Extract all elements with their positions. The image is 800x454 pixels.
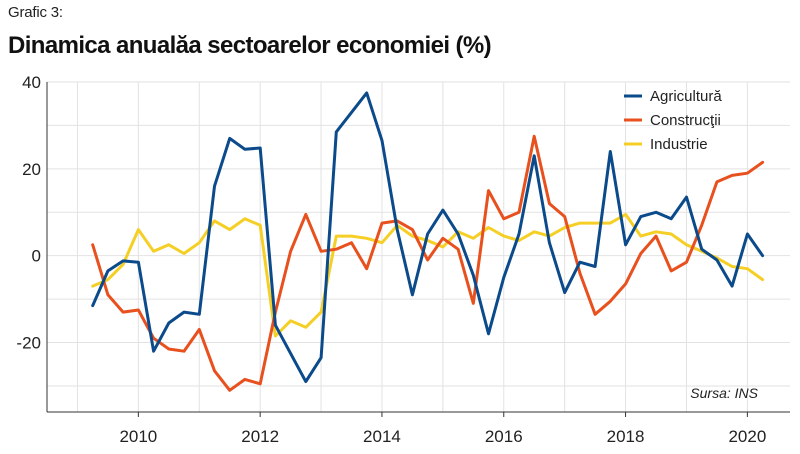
legend-label: Construcţii: [650, 112, 721, 129]
x-tick-label: 2014: [363, 427, 401, 446]
legend-label: Agricultură: [650, 88, 722, 105]
legend-label: Industrie: [650, 136, 708, 153]
x-tick-label: 2018: [607, 427, 645, 446]
legend: Agricultură Construcţii Industrie: [624, 88, 722, 153]
series-line-3: [91, 212, 765, 338]
x-tick-label: 2016: [485, 427, 523, 446]
y-tick-label: 0: [32, 247, 41, 266]
x-tick-label: 2012: [241, 427, 279, 446]
series-line-2: [91, 134, 765, 392]
series-lines: [91, 91, 765, 392]
plot-background: [47, 82, 790, 412]
x-tick-label: 2010: [119, 427, 157, 446]
source-note: Sursa: INS: [690, 385, 758, 401]
chart-kicker: Grafic 3:: [8, 4, 63, 21]
axes: [46, 82, 790, 417]
x-tick-label: 2020: [728, 427, 766, 446]
y-tick-label: 40: [22, 73, 41, 92]
y-tick-label: 20: [22, 160, 41, 179]
series-line-1: [91, 91, 765, 384]
y-tick-label: -20: [16, 334, 41, 353]
chart-title: Dinamica anualăa sectoarelor economiei (…: [8, 32, 492, 59]
tick-labels: 40 20 0 -20 2010 2012 2014 2016 2018 2020: [16, 73, 766, 446]
